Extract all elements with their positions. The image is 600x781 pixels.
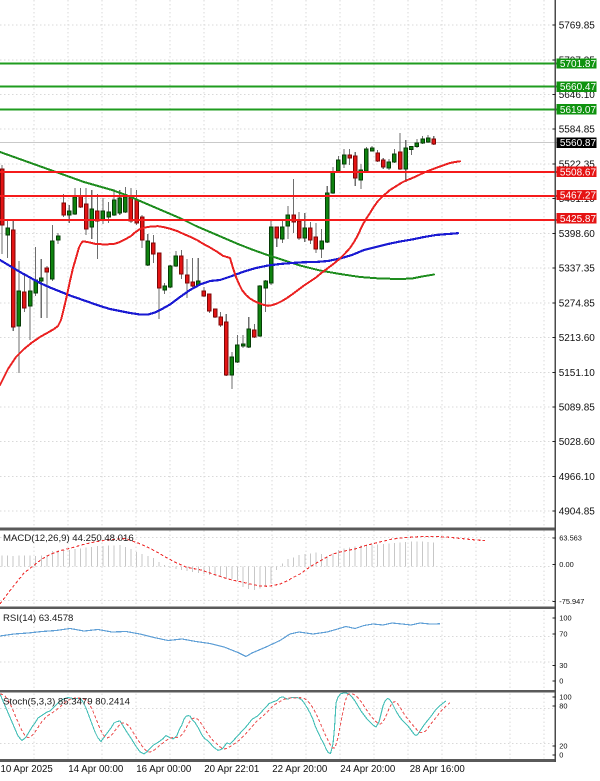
- svg-text:5701.87: 5701.87: [560, 59, 597, 70]
- svg-text:0.00: 0.00: [559, 560, 573, 569]
- svg-text:100: 100: [559, 614, 571, 623]
- svg-text:30: 30: [559, 661, 567, 670]
- svg-text:-75.947: -75.947: [559, 597, 584, 606]
- svg-text:5769.85: 5769.85: [559, 21, 596, 32]
- svg-text:5560.87: 5560.87: [560, 138, 597, 149]
- svg-text:5398.60: 5398.60: [559, 229, 596, 240]
- svg-text:5028.60: 5028.60: [559, 437, 596, 448]
- svg-text:5646.10: 5646.10: [559, 90, 596, 101]
- svg-text:5522.35: 5522.35: [559, 160, 596, 171]
- svg-text:0: 0: [559, 677, 563, 686]
- svg-text:28 Apr 16:00: 28 Apr 16:00: [410, 764, 466, 775]
- svg-text:4904.85: 4904.85: [559, 507, 596, 518]
- svg-text:14 Apr 00:00: 14 Apr 00:00: [68, 764, 124, 775]
- svg-text:5213.60: 5213.60: [559, 333, 596, 344]
- svg-text:5274.85: 5274.85: [559, 299, 596, 310]
- svg-text:16 Apr 00:00: 16 Apr 00:00: [136, 764, 192, 775]
- svg-text:MACD(12,26,9) 44.250 48.016: MACD(12,26,9) 44.250 48.016: [3, 533, 134, 544]
- svg-text:5425.87: 5425.87: [560, 214, 597, 225]
- svg-text:80: 80: [559, 702, 567, 711]
- svg-text:100: 100: [559, 693, 571, 702]
- svg-text:5337.35: 5337.35: [559, 264, 596, 275]
- svg-text:24 Apr 20:00: 24 Apr 20:00: [340, 764, 396, 775]
- svg-text:5508.67: 5508.67: [560, 167, 597, 178]
- svg-text:RSI(14) 63.4578: RSI(14) 63.4578: [3, 613, 73, 624]
- svg-text:70: 70: [559, 630, 567, 639]
- svg-text:5619.07: 5619.07: [560, 105, 597, 116]
- svg-text:5584.85: 5584.85: [559, 125, 596, 136]
- svg-text:10 Apr 2025: 10 Apr 2025: [1, 764, 53, 775]
- svg-text:63.563: 63.563: [559, 534, 582, 543]
- svg-text:5467.27: 5467.27: [560, 191, 597, 202]
- svg-text:5089.85: 5089.85: [559, 403, 596, 414]
- svg-text:5660.47: 5660.47: [560, 82, 597, 93]
- svg-text:4966.10: 4966.10: [559, 472, 596, 483]
- svg-text:20 Apr 22:01: 20 Apr 22:01: [204, 764, 259, 775]
- svg-text:5151.10: 5151.10: [559, 368, 596, 379]
- svg-text:20: 20: [559, 742, 567, 751]
- svg-text:0: 0: [559, 751, 563, 760]
- svg-text:22 Apr 20:00: 22 Apr 20:00: [272, 764, 328, 775]
- svg-text:Stoch(5,3,3) 85.3479 80.2414: Stoch(5,3,3) 85.3479 80.2414: [3, 697, 131, 708]
